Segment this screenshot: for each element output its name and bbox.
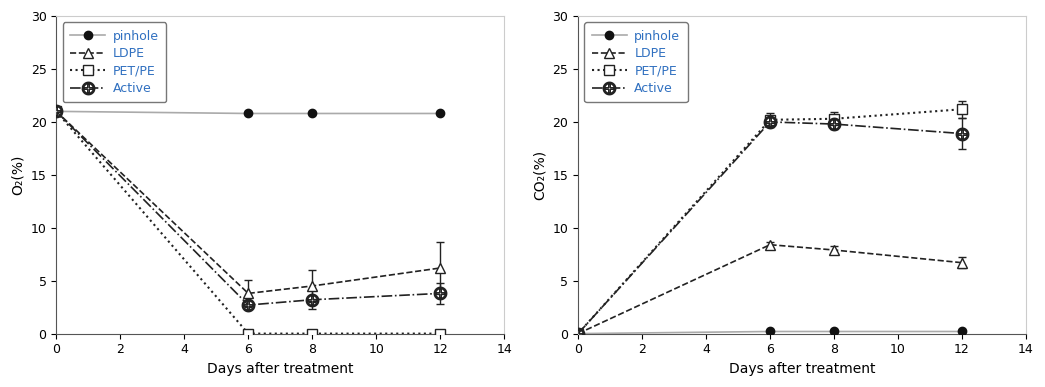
Y-axis label: CO₂(%): CO₂(%) (533, 150, 547, 200)
Legend: pinhole, LDPE, PET/PE, Active: pinhole, LDPE, PET/PE, Active (63, 22, 166, 103)
X-axis label: Days after treatment: Days after treatment (207, 362, 353, 376)
Y-axis label: O₂(%): O₂(%) (11, 155, 25, 195)
Legend: pinhole, LDPE, PET/PE, Active: pinhole, LDPE, PET/PE, Active (584, 22, 688, 103)
X-axis label: Days after treatment: Days after treatment (728, 362, 876, 376)
